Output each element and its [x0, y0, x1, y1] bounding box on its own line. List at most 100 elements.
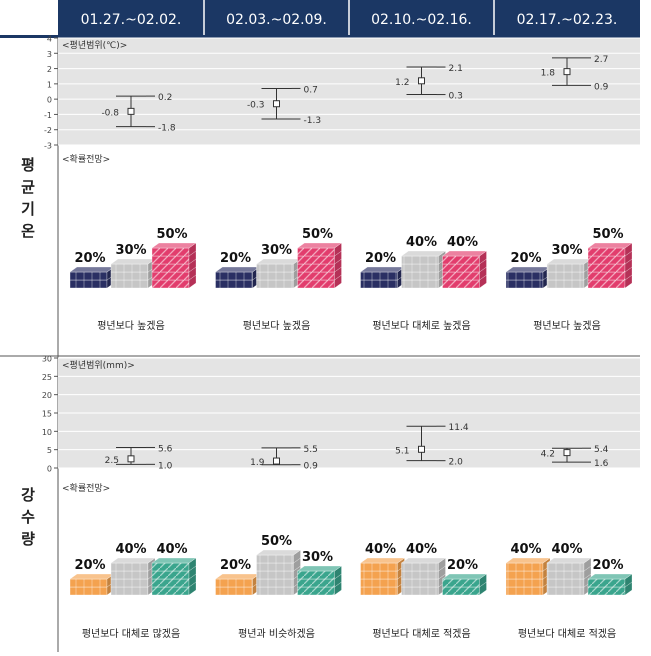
precipitation-probability-stack-face [360, 586, 398, 596]
temperature-row-label: 온 [21, 222, 35, 240]
temperature-probability-stack-top [546, 258, 592, 265]
precipitation-range-mid-marker [418, 445, 425, 453]
precipitation-probability-stack-top [255, 549, 302, 556]
temperature-probability-stack-face [546, 271, 585, 281]
temperature-probability-stack-top [400, 250, 447, 257]
precipitation-range-mid-label: 2.5 [105, 456, 119, 466]
temperature-range-low-label: 0.9 [594, 82, 609, 92]
temperature-range-low-label: 0.3 [449, 92, 463, 102]
precipitation-range-tick-label: 25 [42, 373, 52, 382]
header-period: 02.03.~02.09. [226, 12, 327, 28]
temperature-probability-percent-label: 20% [510, 251, 541, 266]
precipitation-probability-stack-face [297, 578, 335, 588]
temperature-probability-stack-face [151, 263, 190, 273]
precipitation-probability-stack-face [401, 586, 439, 596]
precipitation-row-label: 수 [21, 508, 35, 526]
precipitation-range-tick-label: 10 [42, 428, 52, 437]
temperature-probability-caption: 평년보다 높겠음 [97, 320, 165, 332]
temperature-probability-stack-face [587, 255, 626, 265]
precipitation-range-tick-label: 5 [47, 446, 52, 455]
precipitation-probability-stack-top [587, 573, 633, 580]
temperature-probability-stack-face [110, 271, 149, 281]
header-underline [0, 35, 58, 38]
temperature-range-mid-label: -0.3 [247, 101, 265, 111]
precipitation-probability-stack-face [215, 586, 253, 596]
precipitation-probability-stack-face [297, 586, 335, 596]
precipitation-range-high-label: 5.4 [594, 445, 609, 455]
temperature-range-tick-label: 4 [47, 35, 52, 44]
temperature-range-mid-marker [563, 68, 571, 76]
precipitation-probability-stack-face [401, 570, 439, 580]
precipitation-probability-percent-label: 40% [551, 542, 582, 557]
precipitation-probability-stack-face [401, 578, 439, 588]
temperature-probability-stack-face [297, 247, 335, 257]
precipitation-probability-stack-face [69, 586, 108, 596]
precipitation-probability-percent-label: 20% [447, 558, 478, 573]
temperature-probability-stack-top [587, 242, 633, 249]
temperature-probability-percent-label: 20% [365, 251, 396, 266]
header-period: 01.27.~02.02. [81, 12, 182, 28]
precipitation-probability-stack-face [110, 586, 149, 596]
precipitation-range-high-label: 11.4 [449, 423, 469, 433]
temperature-probability-stack-face [69, 271, 108, 281]
temperature-probability-percent-label: 50% [302, 227, 333, 242]
temperature-probability-stack-top [296, 242, 343, 249]
temperature-row-label: 균 [21, 178, 35, 196]
temperature-probability-stack-top [359, 266, 406, 273]
precipitation-probability-stack-face [587, 578, 626, 588]
precipitation-probability-stack-face [442, 578, 480, 588]
precipitation-range-mid-marker [127, 455, 135, 463]
precipitation-probability-stack-face [69, 578, 108, 588]
temperature-probability-percent-label: 40% [406, 235, 437, 250]
temperature-probability-stack-face [215, 279, 253, 289]
precipitation-probability-stack-face [110, 578, 149, 588]
precipitation-probability-stack-face [546, 562, 585, 572]
temperature-probability-stack-face [256, 271, 294, 281]
precipitation-probability-stack-face [360, 578, 398, 588]
precipitation-probability-stack-face [360, 570, 398, 580]
precipitation-probability-percent-label: 40% [510, 542, 541, 557]
temperature-probability-percent-label: 50% [156, 227, 187, 242]
temperature-range-tick-label: 3 [47, 50, 52, 59]
temperature-probability-percent-label: 20% [74, 251, 105, 266]
precipitation-probability-percent-label: 20% [592, 558, 623, 573]
precipitation-probability-stack-top [546, 557, 592, 564]
temperature-probability-stack-top [441, 250, 488, 257]
precipitation-probability-stack-face [256, 554, 294, 564]
temperature-probability-stack-face [297, 271, 335, 281]
precipitation-probability-percent-label: 50% [261, 534, 292, 549]
precipitation-probability-stack-face [110, 562, 149, 572]
precipitation-probability-percent-label: 40% [156, 542, 187, 557]
temperature-probability-stack-face [442, 279, 480, 289]
precipitation-probability-stack-face [297, 570, 335, 580]
precipitation-probability-stack-face [110, 570, 149, 580]
temperature-range-mid-marker [418, 77, 425, 85]
precipitation-range-low-label: 1.6 [594, 459, 609, 469]
temperature-probability-stack-top [255, 258, 302, 265]
temperature-probability-stack-face [587, 279, 626, 289]
temperature-range-low-label: -1.8 [158, 124, 176, 134]
temperature-row-label: 평 [21, 156, 35, 174]
precipitation-probability-stack-face [256, 570, 294, 580]
header-period: 02.10.~02.16. [371, 12, 472, 28]
header-period: 02.17.~02.23. [517, 12, 618, 28]
precipitation-probability-stack-face [256, 586, 294, 596]
precipitation-probability-stack-face [505, 562, 544, 572]
temperature-probability-stack-top [69, 266, 115, 273]
temperature-range-tick-label: 1 [47, 80, 52, 89]
precipitation-probability-stack-face [215, 578, 253, 588]
temperature-probability-stack-face [256, 263, 294, 273]
precipitation-row-label: 강 [21, 486, 35, 504]
precipitation-probability-percent-label: 20% [220, 558, 251, 573]
precipitation-probability-stack-face [587, 586, 626, 596]
temperature-range-low-label: -1.3 [304, 116, 322, 126]
temperature-probability-stack-face [401, 271, 439, 281]
temperature-range-mid-marker [273, 100, 280, 108]
temperature-probability-stack-face [401, 255, 439, 265]
temperature-range-mid-label: 1.2 [395, 78, 409, 88]
temperature-probability-stack-face [297, 279, 335, 289]
temperature-range-mid-label: -0.8 [101, 108, 119, 118]
precipitation-probability-stack-top [441, 573, 488, 580]
temperature-probability-stack-face [110, 279, 149, 289]
